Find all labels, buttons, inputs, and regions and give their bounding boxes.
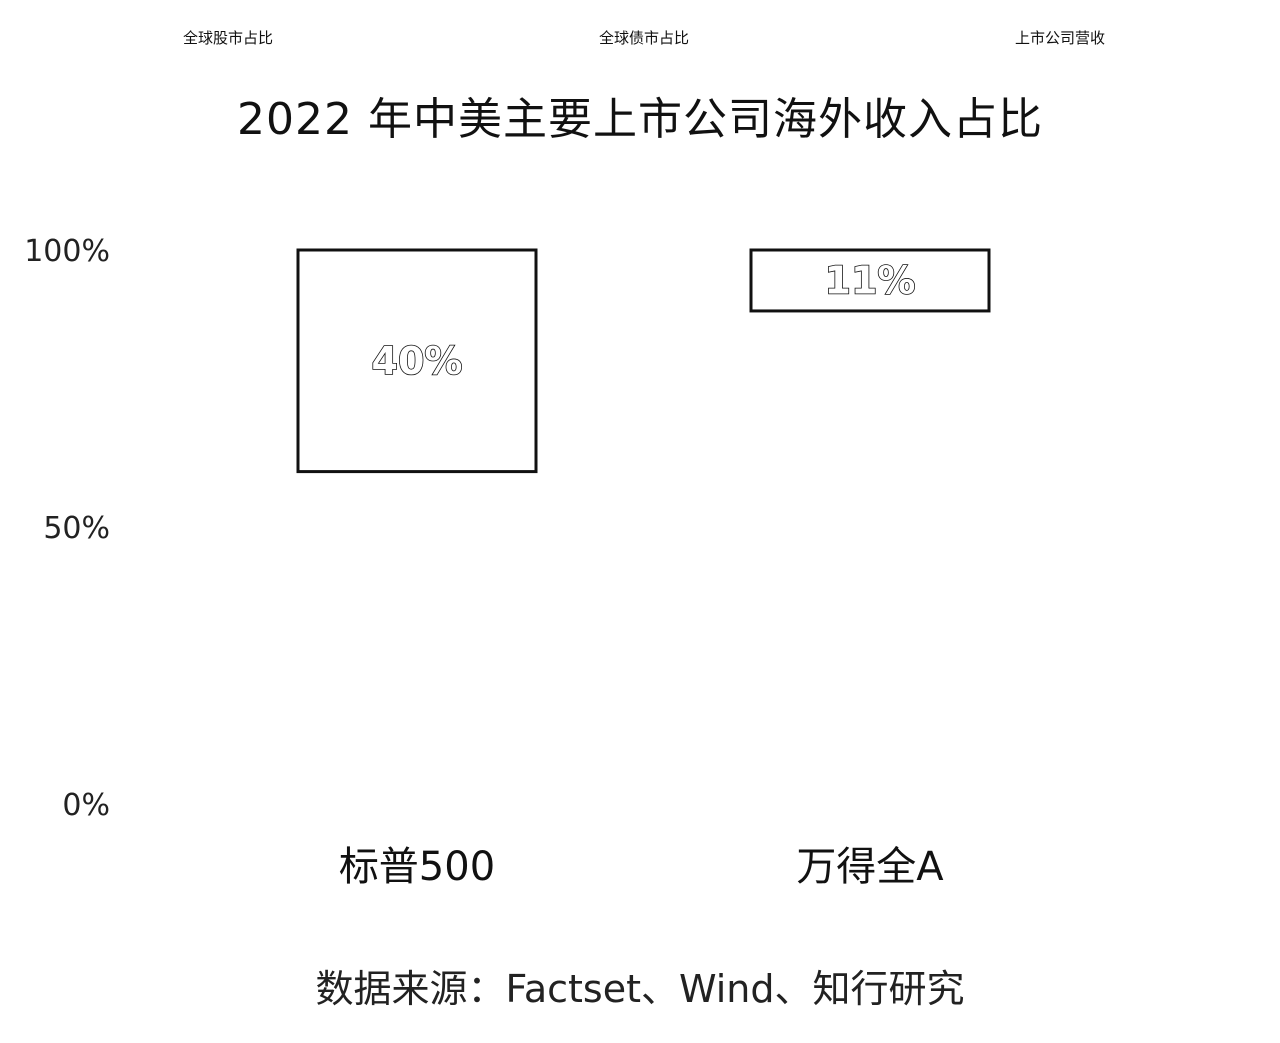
y-tick-label: 0% [62, 788, 110, 823]
x-category-label: 标普500 [339, 844, 495, 890]
bars: 40% 11% [296, 248, 991, 474]
bar [296, 248, 538, 474]
source-note: 数据来源：Factset、Wind、知行研究 [315, 967, 965, 1011]
y-tick-label: 100% [24, 234, 110, 269]
tab-listed-company-revenue[interactable]: 上市公司营收 [1014, 29, 1106, 47]
bar [749, 248, 991, 313]
tab-bar: 全球股市占比 全球债市占比 上市公司营收 [0, 28, 1280, 52]
x-category-label: 万得全A [796, 844, 944, 890]
bar-data-label: 11% [825, 258, 916, 302]
bar-data-label: 40% [372, 339, 463, 383]
y-axis: 0% 50% 100% [24, 234, 110, 823]
bar-chart: 0% 50% 100% 40% 11% 标普500 万得全A [24, 234, 991, 890]
y-tick-label: 50% [43, 511, 110, 546]
tab-global-stock-share[interactable]: 全球股市占比 [182, 29, 274, 47]
chart-title: 2022 年中美主要上市公司海外收入占比 [237, 94, 1043, 145]
x-axis: 标普500 万得全A [339, 844, 944, 890]
tab-global-bond-share[interactable]: 全球债市占比 [598, 29, 690, 47]
